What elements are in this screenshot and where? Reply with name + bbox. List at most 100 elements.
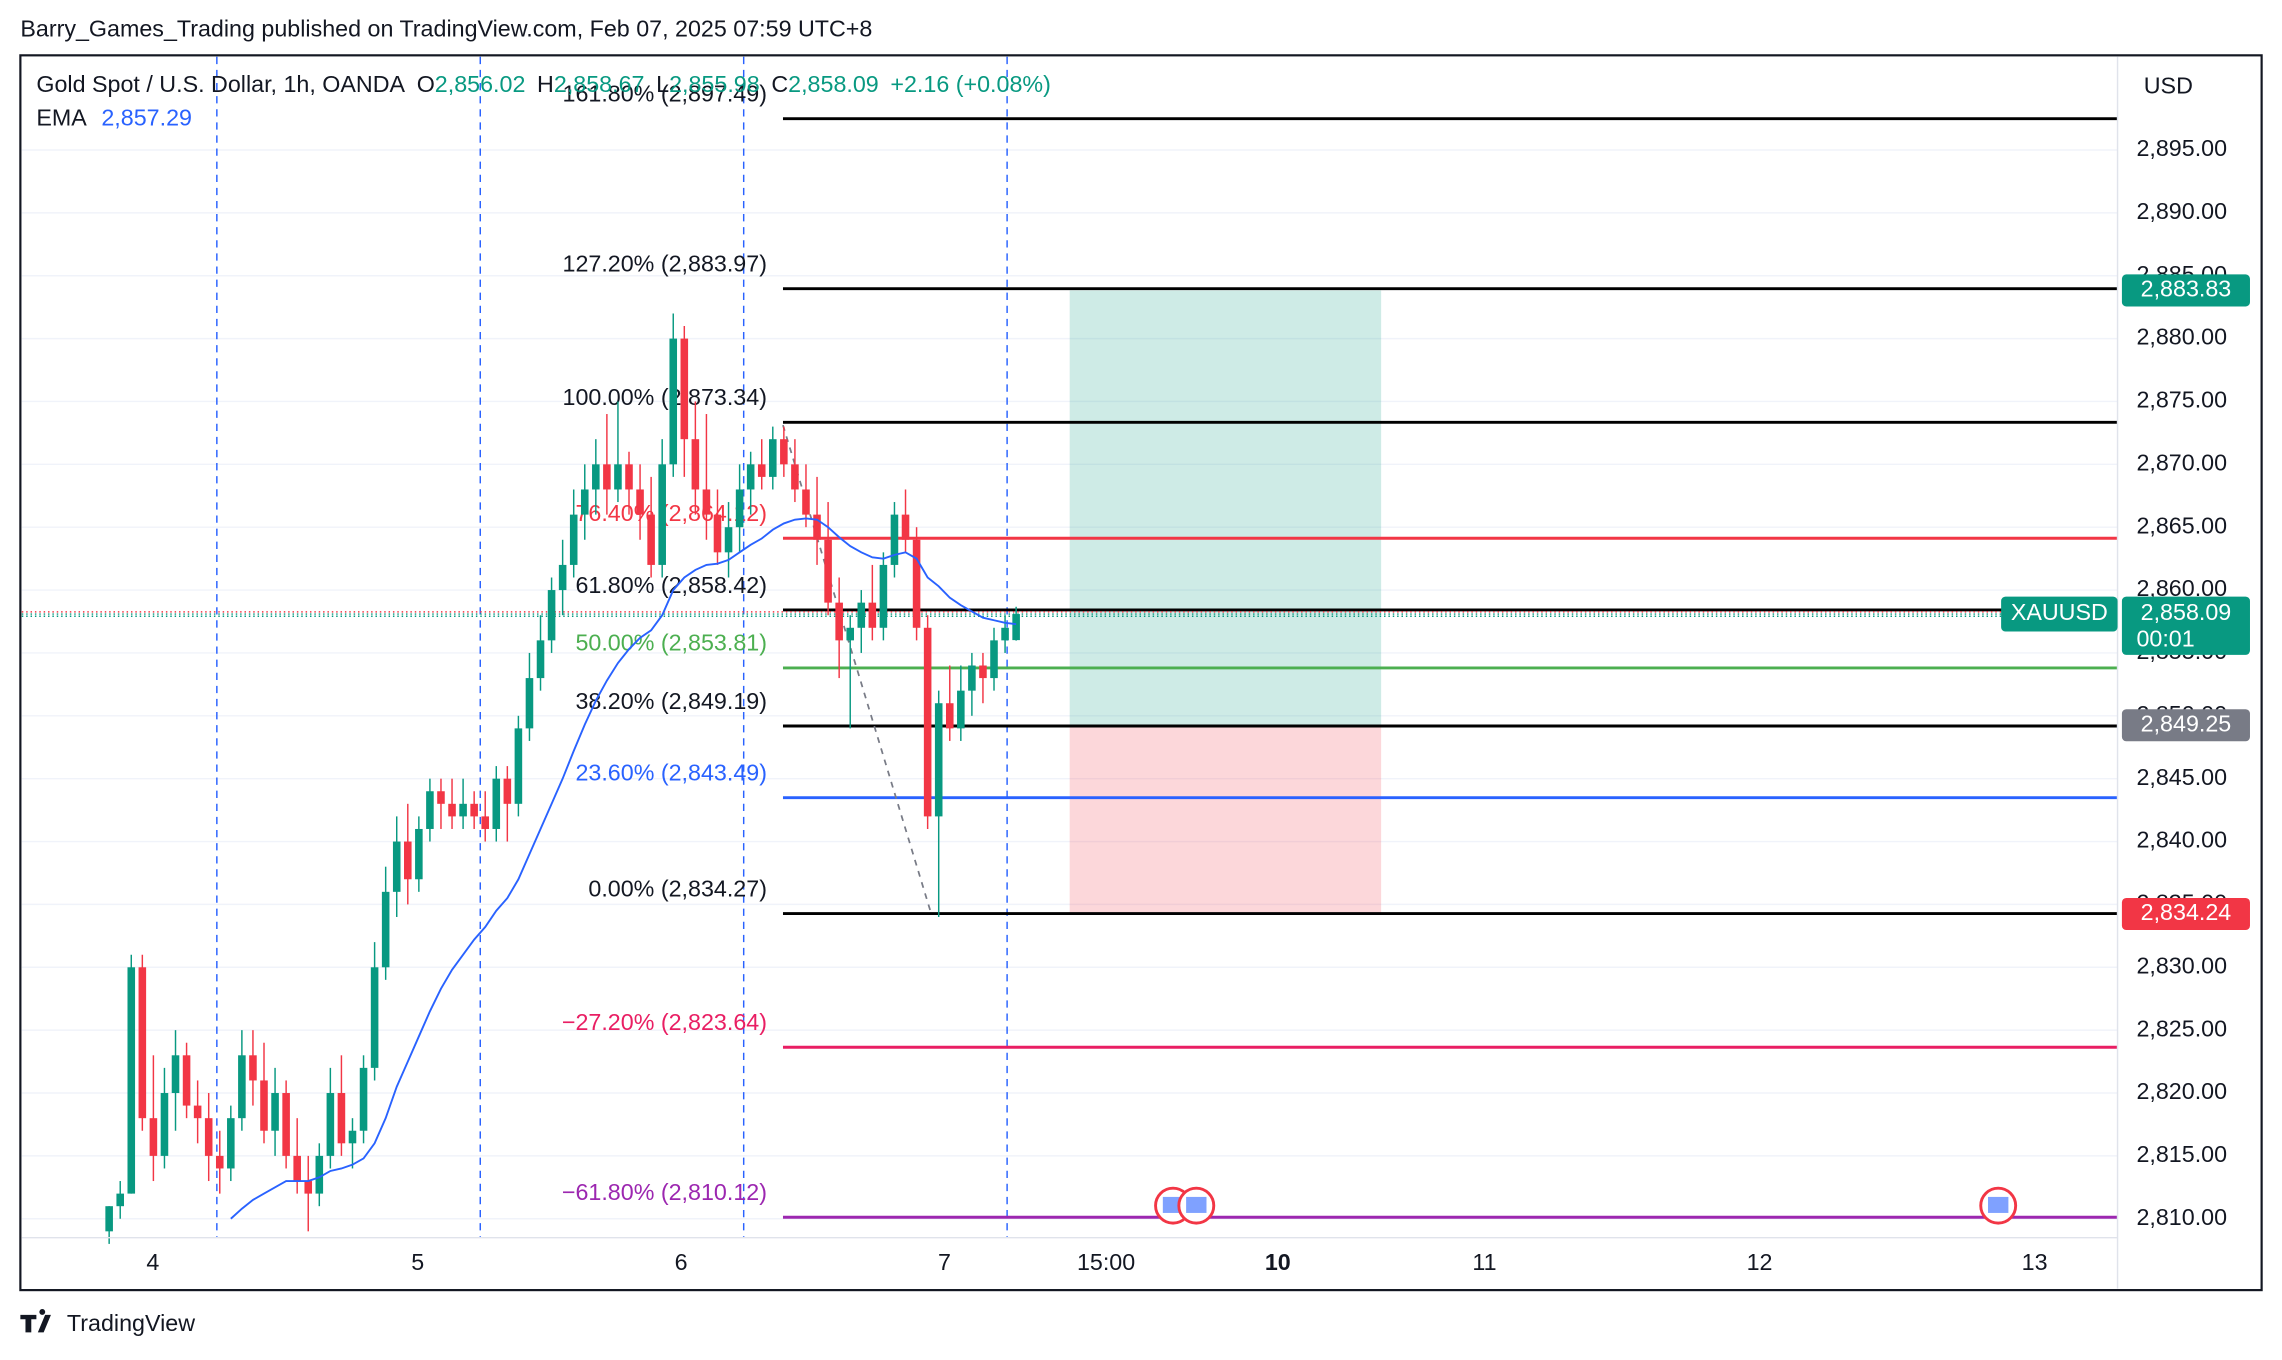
last-price-badge	[2121, 596, 2250, 655]
candle-body	[857, 602, 866, 628]
candle-body	[547, 590, 556, 641]
candle-body	[746, 464, 755, 490]
legend-part: 2,858.09	[788, 71, 879, 97]
footer-logo: TradingView	[20, 1309, 195, 1336]
candle-body	[105, 1206, 113, 1232]
candle-body	[968, 665, 976, 691]
candle-body	[470, 803, 478, 817]
fib-label: 23.60% (2,843.49)	[575, 760, 767, 786]
y-tick-label: 2,895.00	[2136, 135, 2227, 161]
legend: Gold Spot / U.S. Dollar, 1h, OANDA O2,856…	[36, 71, 1050, 97]
candle-body	[835, 602, 843, 641]
x-tick-label: 10	[1265, 1249, 1291, 1275]
x-tick-label: 11	[1472, 1249, 1496, 1275]
candle-body	[415, 828, 423, 880]
candle-body	[868, 602, 877, 628]
candle-body	[846, 627, 855, 641]
candle-body	[669, 338, 678, 465]
candle-body	[238, 1055, 246, 1119]
candle-body	[934, 703, 943, 817]
candle-body	[127, 967, 136, 1194]
event-flag	[1988, 1196, 2009, 1213]
candle-body	[757, 464, 766, 477]
y-tick-label: 2,825.00	[2136, 1015, 2227, 1041]
y-tick-label: 2,890.00	[2136, 198, 2227, 224]
y-tick-label: 2,815.00	[2136, 1141, 2227, 1167]
candle-body	[315, 1155, 324, 1194]
legend-part: 2,856.02	[435, 71, 526, 97]
candle-body	[448, 803, 456, 817]
candle-body	[525, 678, 534, 729]
loss-zone	[1069, 725, 1382, 914]
grid	[21, 56, 2118, 1238]
price-badge-label: 2,849.25	[2141, 710, 2232, 736]
candle-body	[791, 464, 799, 490]
price-badge-label: 2,883.83	[2141, 276, 2232, 302]
legend-part: +2.16 (+0.08%)	[890, 71, 1050, 97]
candle-body	[923, 627, 932, 817]
symbol-label: XAUUSD	[2011, 599, 2108, 625]
candle-body	[945, 703, 954, 729]
candle-body	[979, 665, 987, 679]
candle-body	[459, 803, 467, 817]
candle-body	[1012, 614, 1020, 641]
fib-label: −27.20% (2,823.64)	[562, 1009, 767, 1035]
candle-body	[691, 439, 700, 490]
y-tick-label: 2,875.00	[2136, 387, 2227, 413]
price-axis: 2,810.00 2,815.00 2,820.00 2,825.00 2,830.00…	[21, 56, 2250, 1289]
candle-body	[890, 514, 899, 565]
candle-body	[912, 539, 921, 628]
candle-body	[481, 816, 489, 829]
y-tick-label: 2,820.00	[2136, 1078, 2227, 1104]
legend-part: L	[656, 71, 669, 97]
fib-label: 50.00% (2,853.81)	[575, 630, 767, 656]
y-tick-label: 2,870.00	[2136, 449, 2227, 475]
y-tick-label: 2,810.00	[2136, 1204, 2227, 1230]
candle-body	[625, 464, 633, 490]
candle-body	[702, 489, 711, 515]
logo-icon	[20, 1309, 51, 1333]
countdown: 00:01	[2136, 625, 2194, 651]
candle-body	[769, 439, 777, 477]
candle-body	[437, 791, 445, 804]
event-flag	[1186, 1196, 1207, 1213]
candle-body	[282, 1093, 290, 1156]
price-badge	[2121, 274, 2250, 307]
candle-body	[392, 841, 401, 892]
candle-body	[204, 1118, 213, 1156]
header: Barry_Games_Trading published on Trading…	[20, 16, 872, 42]
last-price-label: 2,858.09	[2141, 599, 2232, 625]
candle-body	[879, 564, 888, 628]
candle-body	[249, 1055, 257, 1081]
plot: 161.80% (2,897.49) 127.20% (2,883.97) 100.…	[21, 81, 2118, 1244]
candle-body	[603, 464, 611, 490]
candle-body	[713, 514, 722, 553]
legend-part: O	[417, 71, 435, 97]
symbol-badge	[2001, 596, 2118, 632]
fib-label: 100.00% (2,873.34)	[563, 384, 767, 410]
candle-body	[426, 791, 434, 829]
candle-body	[182, 1055, 191, 1106]
fib-label: 0.00% (2,834.27)	[588, 875, 767, 901]
candle-body	[381, 891, 390, 968]
candle-body	[658, 464, 666, 565]
profit-zone	[1069, 290, 1382, 726]
y-tick-label: 2,865.00	[2136, 512, 2227, 538]
candle-body	[813, 514, 821, 540]
candle-body	[171, 1055, 180, 1094]
legend-part: C	[771, 71, 788, 97]
candle-body	[404, 841, 412, 880]
candle-body	[824, 539, 832, 603]
candle-body	[735, 489, 744, 528]
candle-body	[514, 728, 523, 804]
candle-body	[558, 564, 567, 591]
candle-body	[337, 1093, 346, 1144]
fib-label: 161.80% (2,897.49)	[563, 81, 767, 107]
x-tick-label: 5	[411, 1249, 424, 1275]
candle-body	[304, 1181, 313, 1194]
price-badge-label: 2,834.24	[2141, 899, 2232, 925]
candle-body	[160, 1093, 169, 1156]
candle-body	[802, 489, 810, 515]
candle-body	[503, 778, 512, 804]
